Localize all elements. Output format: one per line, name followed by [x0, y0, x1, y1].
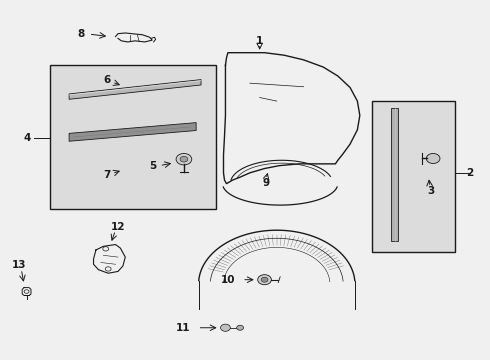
Text: 3: 3	[427, 186, 434, 197]
Polygon shape	[69, 80, 201, 99]
Text: 13: 13	[12, 260, 26, 270]
Circle shape	[426, 153, 440, 163]
Text: 10: 10	[220, 275, 235, 285]
Bar	[372, 101, 455, 252]
Text: 5: 5	[149, 161, 157, 171]
Text: 8: 8	[78, 29, 85, 39]
Text: 11: 11	[176, 323, 190, 333]
Text: 4: 4	[24, 133, 31, 143]
Circle shape	[261, 277, 268, 282]
Circle shape	[237, 325, 244, 330]
Text: 9: 9	[263, 178, 270, 188]
Polygon shape	[391, 108, 398, 241]
Text: 1: 1	[256, 36, 263, 46]
Text: 2: 2	[466, 168, 473, 178]
Text: 12: 12	[111, 222, 125, 231]
Text: 7: 7	[103, 170, 111, 180]
Circle shape	[258, 275, 271, 285]
Text: 6: 6	[103, 75, 111, 85]
Circle shape	[176, 153, 192, 165]
Circle shape	[180, 156, 188, 162]
Bar	[49, 65, 216, 209]
Polygon shape	[69, 123, 196, 141]
Circle shape	[220, 324, 230, 331]
